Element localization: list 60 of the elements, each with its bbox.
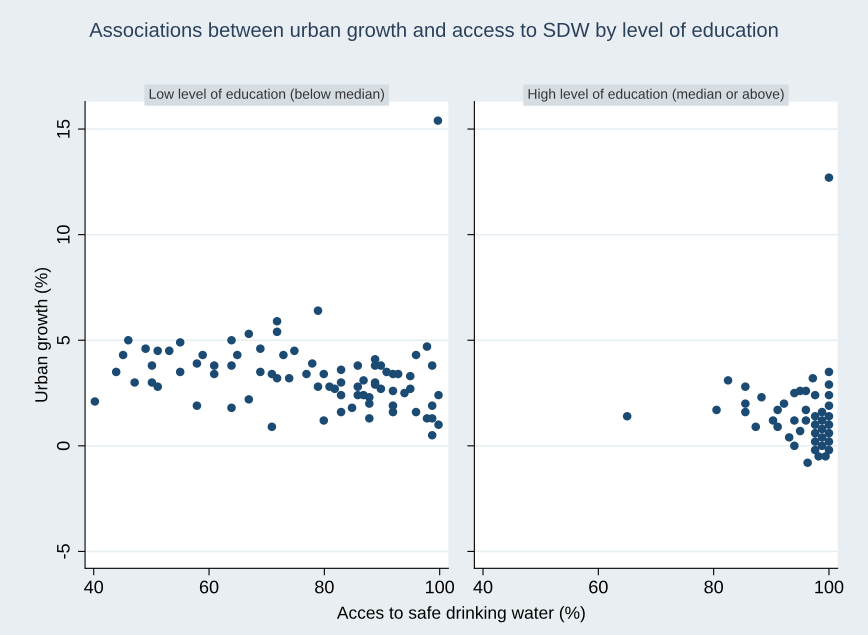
point (751, 422, 760, 432)
point (824, 412, 834, 421)
point (622, 412, 632, 421)
point (773, 406, 782, 414)
y-tick-label: 10 (56, 225, 70, 244)
point (810, 437, 820, 446)
y-axis-title: Urban growth (%) (34, 268, 51, 402)
point (810, 390, 820, 400)
point (790, 442, 799, 450)
point (818, 442, 826, 450)
x-tick-label: 60 (589, 580, 608, 594)
y-tick-label: 5 (57, 336, 70, 345)
x-tick-label: 40 (84, 580, 104, 594)
x-tick-label: 100 (815, 580, 844, 594)
x-axis-title: Acces to safe drinking water (%) (336, 606, 585, 622)
point (741, 399, 750, 408)
point (790, 416, 799, 425)
point (796, 426, 804, 436)
point (808, 374, 818, 383)
y-tick-label: -5 (57, 544, 70, 559)
x-tick-label: 60 (200, 580, 218, 594)
point (803, 458, 812, 468)
point (741, 408, 750, 416)
point (757, 392, 766, 402)
x-tick-label: 80 (315, 580, 334, 594)
point (784, 433, 794, 442)
y-tick-label: 0 (56, 442, 70, 450)
point (821, 452, 830, 461)
point (818, 424, 826, 434)
point (768, 416, 778, 425)
point (824, 173, 834, 182)
point (824, 446, 834, 454)
point (824, 390, 834, 400)
point (824, 368, 834, 376)
x-tick-label: 40 (473, 580, 492, 594)
point (824, 380, 834, 389)
point (712, 406, 721, 414)
point (802, 416, 810, 425)
point (818, 433, 826, 442)
point (780, 399, 788, 408)
chart-title: Associations between urban growth and access to SDW by level of education (89, 22, 778, 41)
point (773, 422, 782, 432)
point (818, 416, 826, 425)
point (818, 408, 826, 416)
y-tick-label: 15 (57, 120, 70, 138)
point (824, 401, 834, 410)
x-tick-label: 80 (704, 580, 723, 594)
point (810, 428, 820, 438)
chart-subtitle: High level of education (median or above) (528, 88, 784, 102)
point (724, 376, 732, 385)
point (824, 428, 834, 438)
point (810, 446, 820, 454)
point (824, 420, 834, 429)
point (810, 412, 820, 421)
point (802, 406, 810, 414)
point (810, 420, 820, 429)
chart-subtitle: Low level of education (below median) (150, 88, 384, 102)
point (824, 437, 834, 446)
point (741, 382, 750, 391)
x-tick-label: 100 (426, 580, 454, 594)
